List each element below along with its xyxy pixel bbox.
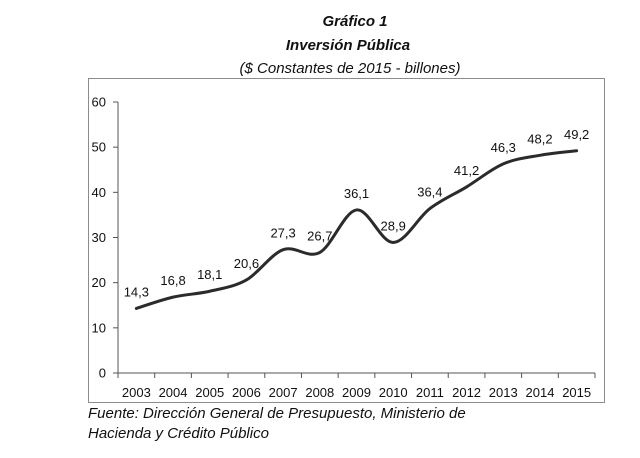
data-point: [281, 248, 285, 252]
data-label: 26,7: [307, 228, 332, 243]
x-tick-label: 2006: [232, 385, 261, 400]
data-point: [538, 153, 542, 157]
data-label: 36,4: [417, 185, 442, 200]
y-tick-label: 0: [99, 366, 106, 381]
data-point: [575, 149, 579, 153]
data-point: [391, 240, 395, 244]
chart-subtitle: Inversión Pública: [286, 37, 410, 54]
source-line-2: Hacienda y Crédito Público: [88, 425, 269, 442]
y-tick-label: 60: [92, 95, 106, 110]
y-tick-label: 10: [92, 320, 106, 335]
data-label: 16,8: [160, 273, 185, 288]
x-tick-label: 2015: [562, 385, 591, 400]
data-label: 14,3: [124, 284, 149, 299]
x-tick-label: 2004: [159, 385, 188, 400]
data-label: 46,3: [491, 140, 516, 155]
data-labels-group: 14,3 16,8 18,1 20,6 27,3 26,7 36,1 28,9 36,4 41,2…: [124, 127, 590, 300]
data-label: 27,3: [270, 226, 295, 241]
data-point: [244, 278, 248, 282]
data-point: [134, 306, 138, 310]
y-tick-label: 40: [92, 185, 106, 200]
y-tick-label: 50: [92, 140, 106, 155]
x-tick-label: 2005: [195, 385, 224, 400]
x-tick-label: 2008: [305, 385, 334, 400]
data-point: [208, 289, 212, 293]
source-line-1: Fuente: Dirección General de Presupuesto…: [88, 405, 466, 422]
y-tick-label: 20: [92, 275, 106, 290]
data-label: 18,1: [197, 267, 222, 282]
data-label: 20,6: [234, 256, 259, 271]
y-tick-label: 30: [92, 230, 106, 245]
data-point: [428, 207, 432, 211]
x-tick-label: 2010: [379, 385, 408, 400]
x-tick-label: 2013: [489, 385, 518, 400]
x-tick-label: 2011: [416, 385, 444, 400]
data-label: 28,9: [381, 218, 406, 233]
data-label: 48,2: [527, 131, 552, 146]
y-axis: 0 10 20 30 40 50 60: [92, 95, 119, 381]
series-group: [134, 149, 579, 310]
x-axis: 2003 2004 2005 2006 2007 2008 2009 2010 2011 2012…: [117, 372, 596, 400]
data-point: [465, 185, 469, 189]
chart-units-note: ($ Constantes de 2015 - billones): [240, 60, 461, 77]
x-tick-label: 2009: [342, 385, 371, 400]
x-tick-label: 2012: [452, 385, 481, 400]
chart-title: Gráfico 1: [322, 13, 387, 30]
series-line: [134, 149, 579, 310]
data-point: [501, 162, 505, 166]
data-label: 36,1: [344, 186, 369, 201]
data-point: [318, 250, 322, 254]
data-point: [171, 295, 175, 299]
x-tick-label: 2007: [269, 385, 298, 400]
x-tick-label: 2014: [526, 385, 555, 400]
chart-border: [88, 78, 605, 403]
data-label: 49,2: [564, 127, 589, 142]
x-tick-label: 2003: [122, 385, 151, 400]
data-label: 41,2: [454, 163, 479, 178]
data-point: [355, 208, 359, 212]
